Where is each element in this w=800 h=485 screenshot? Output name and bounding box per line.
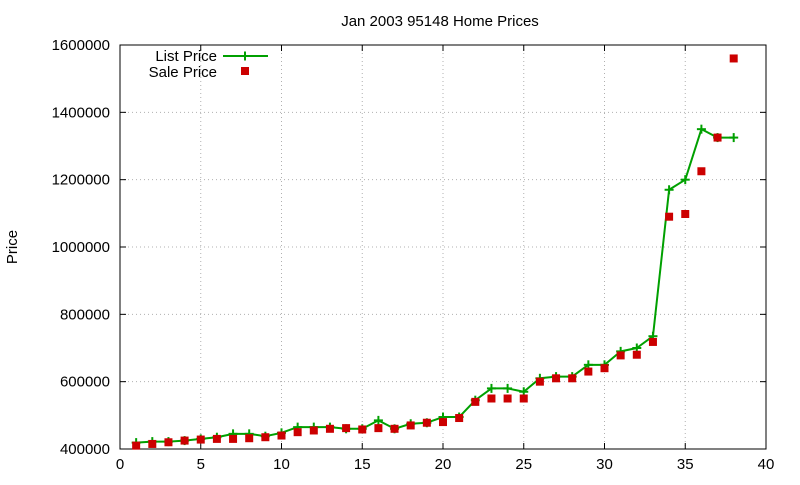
axis-ticks <box>119 44 767 450</box>
sale-price-point <box>325 424 334 433</box>
legend-marker-list-price <box>240 51 250 61</box>
sale-price-point <box>503 394 512 403</box>
list-price-line <box>136 128 734 444</box>
list-price-point <box>373 415 383 425</box>
x-tick-label: 5 <box>197 456 205 473</box>
sale-price-point <box>552 374 561 383</box>
sale-price-point <box>535 377 544 386</box>
x-tick-label: 15 <box>354 456 371 473</box>
sale-price-point <box>342 424 351 433</box>
y-tick-label: 1600000 <box>52 37 110 54</box>
x-tick-labels: 0 5 10 15 20 25 30 35 40 <box>116 456 775 473</box>
sale-price-point <box>374 424 383 433</box>
sale-price-point <box>164 438 173 447</box>
sale-price-point <box>212 434 221 443</box>
list-price-point <box>680 175 690 185</box>
x-tick-label: 25 <box>515 456 532 473</box>
sale-price-point <box>277 431 286 440</box>
sale-price-point <box>584 367 593 376</box>
sale-price-point <box>229 434 238 443</box>
sale-price-point <box>665 212 674 221</box>
sale-price-point <box>148 439 157 448</box>
y-tick-label: 1000000 <box>52 239 110 256</box>
list-price-point <box>729 133 739 143</box>
sale-price-point <box>358 425 367 434</box>
sale-price-point <box>519 394 528 403</box>
sale-price-point <box>132 441 141 450</box>
y-tick-label: 600000 <box>60 374 110 391</box>
y-tick-label: 1400000 <box>52 104 110 121</box>
legend-label-list-price: List Price <box>155 48 217 65</box>
sale-price-point <box>487 394 496 403</box>
sale-price-point <box>632 350 641 359</box>
list-price-point <box>503 383 513 393</box>
legend-label-sale-price: Sale Price <box>149 64 217 81</box>
y-axis-label: Price <box>4 230 21 264</box>
sale-price-point <box>390 424 399 433</box>
sale-price-point <box>729 54 738 63</box>
sale-price-point <box>261 433 270 442</box>
x-tick-label: 35 <box>677 456 694 473</box>
sale-price-point <box>180 436 189 445</box>
sale-price-point <box>568 374 577 383</box>
sale-price-point <box>439 418 447 427</box>
sale-price-point <box>455 414 464 423</box>
sale-price-point <box>648 337 657 346</box>
sale-price-point <box>293 428 302 437</box>
chart-title: Jan 2003 95148 Home Prices <box>341 13 539 30</box>
x-tick-label: 0 <box>116 456 124 473</box>
sale-price-point <box>406 421 415 430</box>
x-tick-label: 30 <box>596 456 613 473</box>
y-tick-label: 400000 <box>60 441 110 458</box>
list-price-point <box>696 124 706 134</box>
y-tick-label: 800000 <box>60 306 110 323</box>
sale-price-point <box>697 167 706 176</box>
sale-price-point <box>713 133 722 142</box>
series <box>131 54 739 450</box>
sale-price-point <box>309 426 318 435</box>
sale-price-point <box>681 210 690 219</box>
list-price-point <box>486 383 496 393</box>
y-tick-label: 1200000 <box>52 172 110 189</box>
x-tick-label: 20 <box>435 456 452 473</box>
legend-marker-sale-price <box>241 67 249 75</box>
x-tick-label: 10 <box>273 456 290 473</box>
sale-price-point <box>600 364 609 373</box>
series-sale-price <box>132 54 738 450</box>
sale-price-point <box>471 397 480 406</box>
sale-price-point <box>196 435 205 444</box>
series-list-price <box>131 124 739 448</box>
grid <box>120 45 766 449</box>
legend: List Price Sale Price <box>149 48 268 81</box>
sale-price-point <box>422 418 431 427</box>
y-tick-labels: 400000 600000 800000 1000000 1200000 1400000 1… <box>52 37 110 458</box>
sale-price-point <box>245 434 254 443</box>
sale-price-point <box>616 351 625 360</box>
x-tick-label: 40 <box>758 456 775 473</box>
list-price-point <box>664 185 674 195</box>
